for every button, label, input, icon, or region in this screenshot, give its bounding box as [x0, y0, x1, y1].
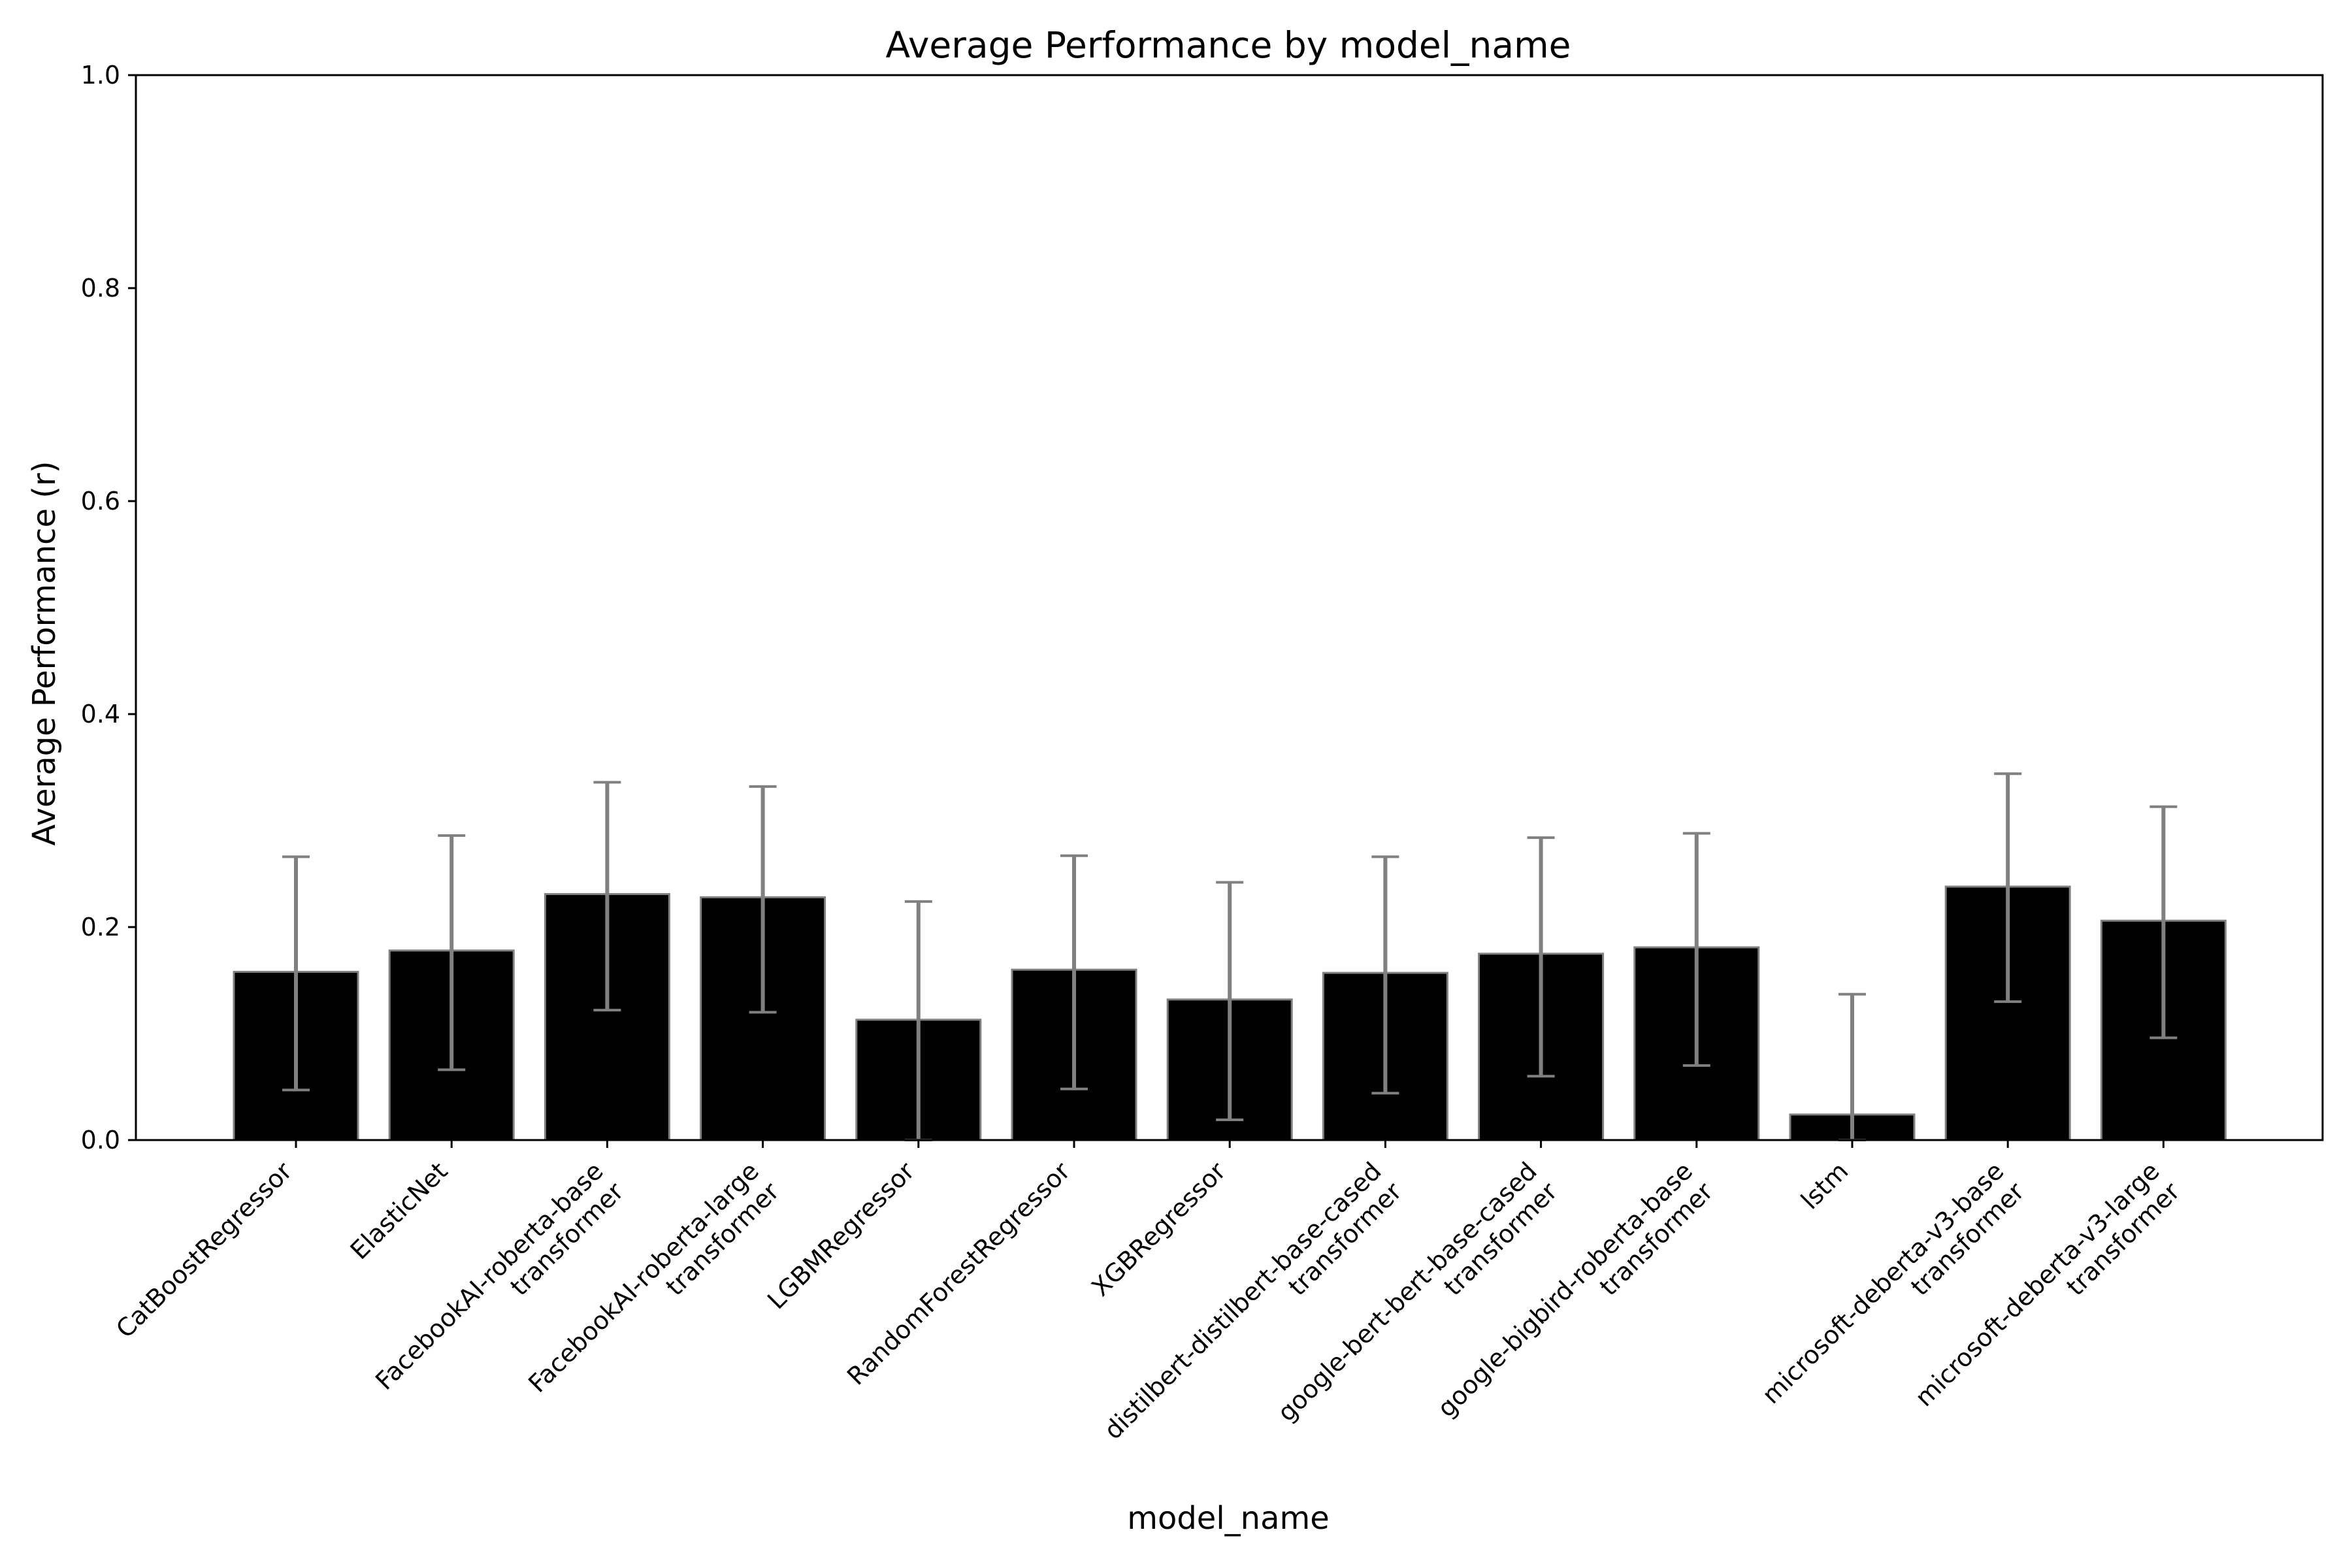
x-tick-label-line: CatBoostRegressor	[110, 1156, 298, 1344]
x-tick-label: CatBoostRegressor	[110, 1156, 298, 1344]
x-axis-ticks: CatBoostRegressor ElasticNetFacebookAI-ro…	[110, 1140, 2185, 1465]
x-tick-label-line: ElasticNet	[345, 1156, 453, 1265]
x-tick-label-line: google-bigbird-roberta-base	[1432, 1156, 1699, 1423]
x-tick-label: distilbert-distilbert-base-casedtransfor…	[1098, 1156, 1407, 1465]
x-tick-label: XGBRegressor	[1086, 1156, 1232, 1302]
y-axis-label: Average Performance (r)	[26, 461, 63, 846]
y-axis-ticks: 0.0 0.2 0.4 0.6 0.8 1.0	[81, 61, 136, 1154]
x-tick-label-line: LGBMRegressor	[762, 1156, 920, 1315]
x-tick-label: google-bigbird-roberta-basetransformer	[1432, 1156, 1719, 1443]
x-tick-label: ElasticNet	[345, 1156, 453, 1265]
x-tick-label-line: distilbert-distilbert-base-cased	[1098, 1156, 1386, 1445]
y-tick-label: 0.8	[81, 274, 120, 302]
y-tick-label: 0.4	[81, 700, 120, 728]
x-tick-label-line: lstm	[1795, 1156, 1854, 1215]
plot-frame	[135, 74, 2324, 1141]
x-tick-label-line: microsoft-deberta-v3-large	[1910, 1156, 2165, 1412]
x-tick-label-line: XGBRegressor	[1086, 1156, 1232, 1302]
y-tick-label: 1.0	[81, 61, 120, 90]
x-tick-label-line: microsoft-deberta-v3-base	[1757, 1156, 2010, 1409]
x-tick-label: google-bert-bert-base-casedtransformer	[1272, 1156, 1563, 1447]
y-tick-label: 0.2	[81, 913, 120, 941]
x-tick-label: lstm	[1795, 1156, 1854, 1215]
chart-title: Average Performance by model_name	[885, 24, 1571, 66]
y-tick-label: 0.6	[81, 487, 120, 515]
bar-series	[233, 772, 2227, 1141]
y-tick-label: 0.0	[81, 1126, 120, 1154]
x-tick-label: LGBMRegressor	[762, 1156, 920, 1315]
x-axis-label: model_name	[1127, 1500, 1330, 1537]
